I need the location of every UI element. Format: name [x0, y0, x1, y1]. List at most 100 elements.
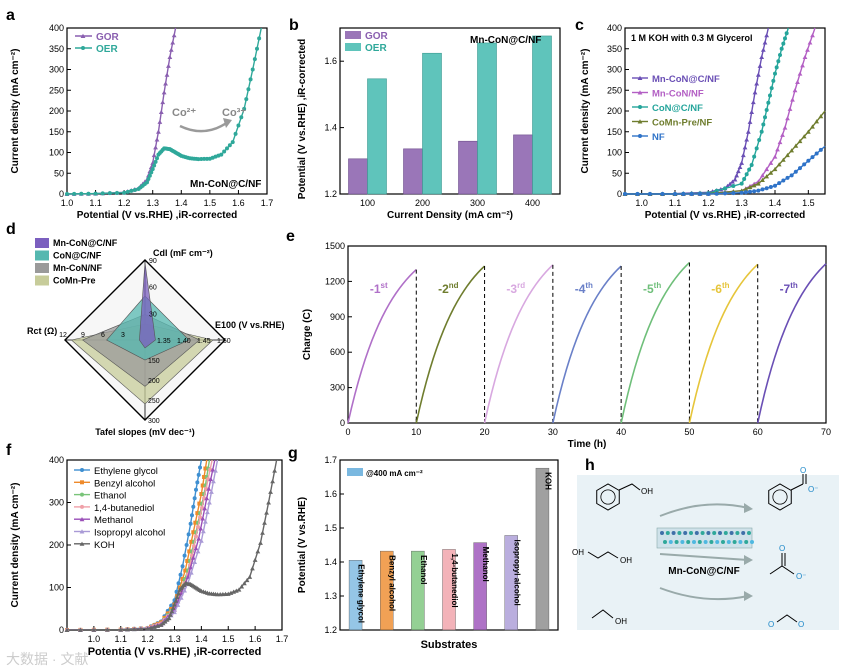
panel-h-catalyst-atom	[744, 540, 749, 544]
panel-c-line-0-marker	[757, 63, 763, 68]
panel-c-line-1-marker	[785, 116, 790, 121]
panel-c-line-3-marker	[747, 184, 753, 190]
panel-a-oer-line-marker	[72, 191, 77, 196]
panel-b-bar-oer	[367, 78, 387, 195]
panel-f-line-0-marker	[178, 572, 183, 577]
panel-a-oer-line-marker	[257, 36, 262, 41]
panel-f-line-4-marker	[204, 496, 210, 501]
panel-g-bar-label: Methanol	[481, 547, 490, 582]
panel-c-line-2-marker	[769, 86, 774, 91]
panel-h-catalyst-atom	[712, 531, 717, 535]
panel-c-line-1-marker	[790, 97, 795, 102]
panel-e-cycle-suffix: nd	[449, 281, 459, 290]
panel-d-legend-label: Mn-CoN@C/NF	[53, 238, 118, 248]
panel-f-line-5-marker	[192, 559, 198, 564]
panel-a-oer-line-marker	[248, 77, 253, 82]
panel-c-line-0-marker	[730, 179, 735, 184]
panel-f-line-1-marker	[197, 501, 202, 506]
x-tick-label: 1.5	[802, 198, 815, 208]
panel-c-line-0-marker	[749, 109, 755, 115]
panel-d-axis-title-cdl: Cdl (mF cm⁻²)	[153, 248, 213, 258]
panel-b-legend-swatch	[345, 43, 361, 51]
panel-g-bar-label: KOH	[543, 472, 552, 490]
panel-f-line-1-marker	[195, 511, 200, 516]
panel-a-xlabel: Potential (V vs.RHE) ,iR-corrected	[77, 210, 238, 221]
panel-f-line-0-marker	[176, 581, 181, 586]
panel-d-e100-tick: 1.35	[157, 338, 171, 345]
panel-c-line-1-marker	[768, 160, 774, 165]
panel-a-oer-line-marker	[202, 156, 207, 161]
panel-h-catalyst-atom	[703, 540, 708, 544]
panel-e-cycle-label: -5th	[643, 281, 661, 296]
panel-f-line-6-marker	[170, 605, 176, 610]
panel-f-line-0-marker	[186, 532, 191, 537]
panel-a-oer-line-marker	[107, 191, 112, 196]
panel-a-gor-line-marker	[170, 40, 176, 45]
panel-c-line-0-marker	[737, 164, 743, 170]
panel-d-rct-tick: 12	[59, 332, 67, 339]
panel-f-line-6-marker	[225, 591, 231, 596]
panel-c-line-1-marker	[800, 63, 805, 68]
panel-c-line-4-marker	[756, 188, 761, 193]
y-tick-label: 250	[49, 85, 64, 95]
panel-a-legend-marker	[80, 33, 86, 38]
panel-c-line-2-marker	[779, 46, 784, 51]
panel-d-legend-label: Mn-CoN/NF	[53, 263, 102, 273]
y-tick-label: 1.5	[324, 523, 337, 533]
panel-a-gor-line-marker	[158, 109, 164, 115]
panel-c-line-2-marker	[754, 146, 759, 151]
panel-g-bar	[380, 550, 394, 631]
panel-c-line-2-marker	[731, 184, 736, 189]
x-tick-label: 1.2	[702, 198, 715, 208]
panel-c-line-2-marker	[783, 36, 787, 41]
panel-f-line-6-marker	[131, 626, 137, 632]
panel-a-gor-line-marker	[163, 81, 168, 86]
y-tick-label: 1.3	[324, 591, 337, 601]
panel-c-line-4-marker	[681, 192, 686, 196]
y-tick-label: 200	[49, 106, 64, 116]
panel-e-frame	[347, 245, 827, 424]
panel-c-line-4-marker	[689, 192, 694, 196]
panel-f-line-4-marker	[196, 536, 202, 541]
panel-a-oer-line-marker	[149, 170, 154, 175]
panel-f-line-6-marker	[260, 530, 265, 535]
panel-d-axis-title-tafel: Tafel slopes (mV dec⁻¹)	[95, 427, 195, 437]
x-tick-label: 40	[616, 427, 626, 437]
x-tick-label: 1.1	[669, 198, 682, 208]
x-tick-label: 0	[345, 427, 350, 437]
panel-f-legend-marker	[80, 492, 84, 497]
panel-g-bar-label: 1,4-butanediol	[450, 553, 459, 607]
panel-a-oer-line-marker	[244, 97, 249, 102]
panel-d-axis-title-e100: E100 (V vs.RHE)	[215, 320, 285, 330]
panel-h-benzoate-ominus: O⁻	[808, 485, 818, 494]
panel-f-legend-label: Methanol	[94, 515, 133, 526]
panel-c-line-4-marker	[789, 173, 794, 178]
panel-c-line-1-marker	[775, 147, 780, 152]
panel-f-line-6-marker	[239, 584, 245, 589]
panel-f-line-6-marker	[236, 587, 242, 592]
y-tick-label: 0	[617, 189, 622, 199]
x-tick-label: 1.0	[61, 198, 74, 208]
panel-a-gor-line-marker	[161, 90, 167, 95]
panel-f-ylabel: Current density (mA cm⁻²)	[10, 483, 21, 608]
panel-f-line-1-marker	[189, 539, 194, 544]
panel-a-oer-line-marker	[196, 157, 201, 162]
panel-c-line-3-marker	[772, 166, 778, 172]
panel-a-oer-line-marker	[115, 190, 119, 195]
panel-c-line-3-marker	[805, 129, 811, 134]
panel-a-gor-line-marker	[153, 145, 158, 150]
panel-c-line-1-marker	[772, 154, 778, 159]
x-tick-label: 1.1	[89, 198, 102, 208]
panel-c-legend-marker	[637, 119, 643, 124]
panel-a-gor-line-marker	[166, 63, 171, 68]
panel-c-line-2-marker	[784, 31, 789, 36]
panel-g-legend-label: @400 mA cm⁻²	[366, 469, 423, 478]
panel-h-catalyst-atom	[692, 540, 696, 544]
panel-b-bar-oer	[532, 35, 552, 195]
x-tick-label: 1.7	[261, 198, 274, 208]
panel-f-line-6-marker	[64, 627, 70, 632]
panel-f-line-6-marker	[231, 589, 237, 594]
panel-h-arrow-mid	[659, 553, 749, 561]
panel-a-oer-line-marker	[79, 191, 84, 196]
panel-b-annotation: Mn-CoN@C/NF	[470, 35, 541, 46]
